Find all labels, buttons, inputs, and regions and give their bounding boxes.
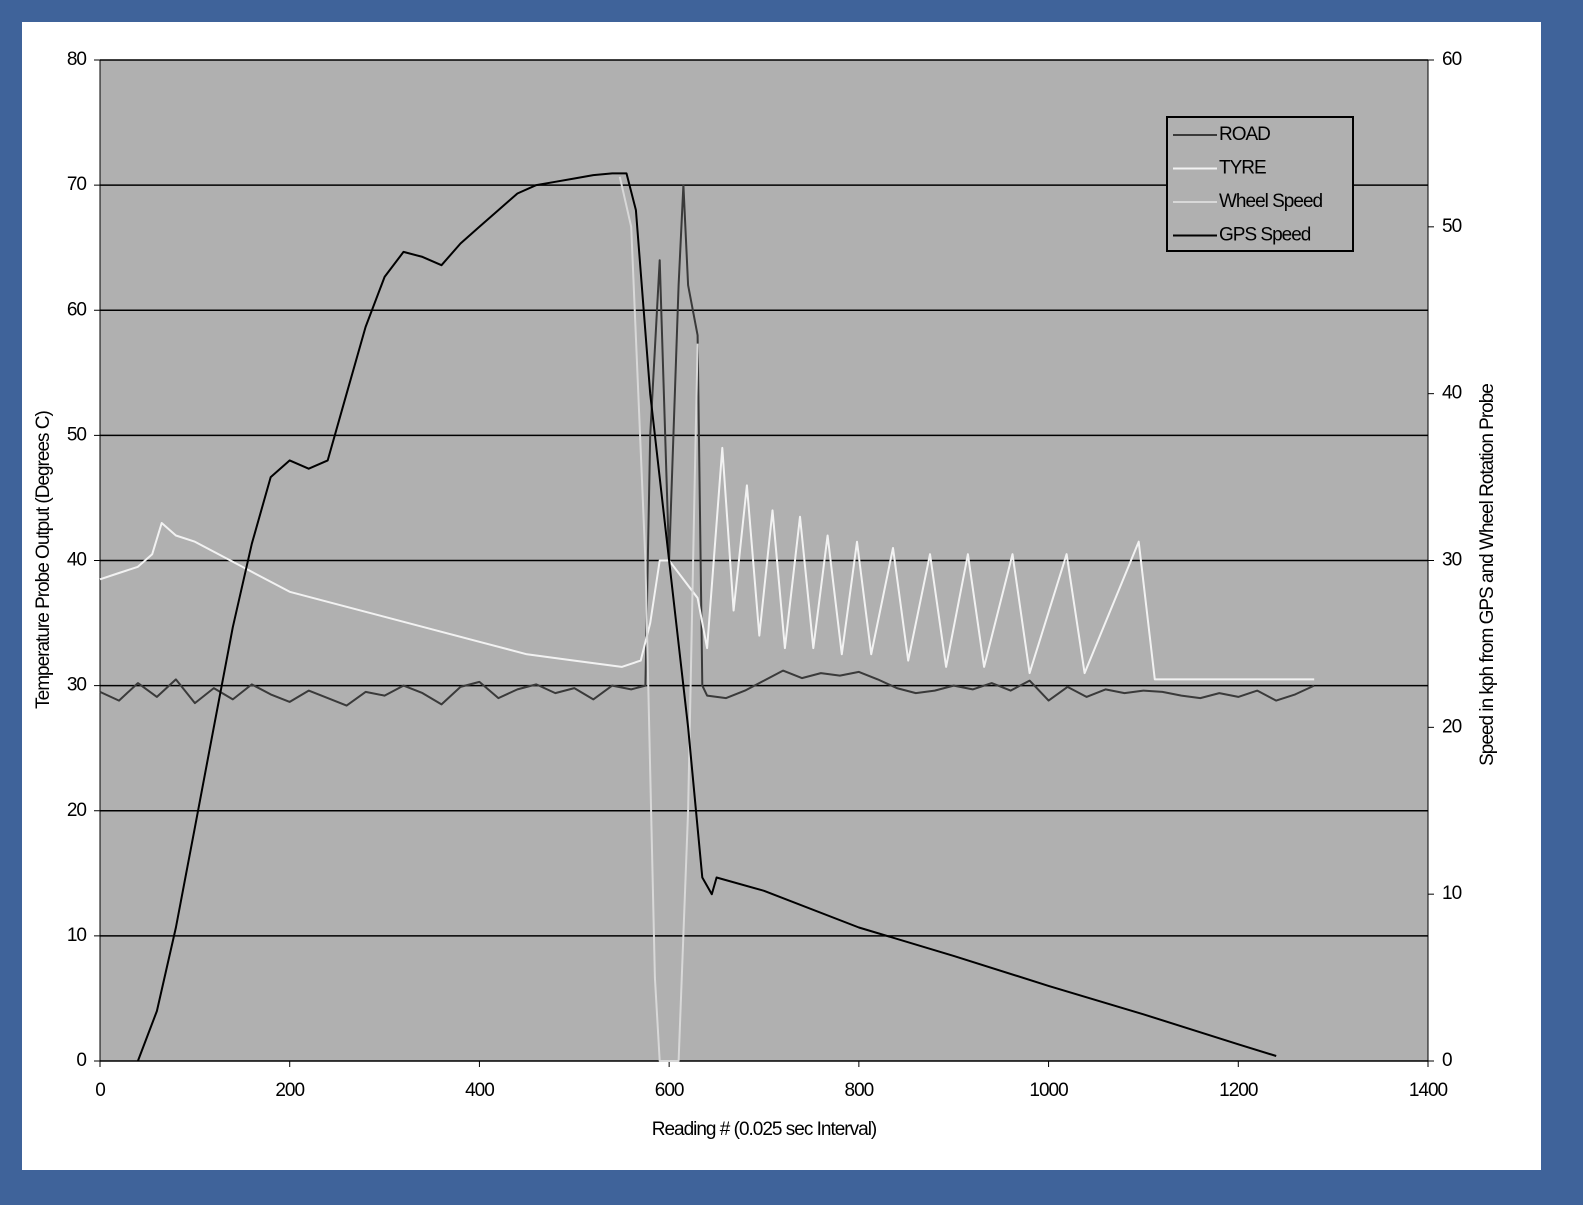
y2-tick-label: 40 [1442,383,1462,404]
legend-box [1166,116,1354,252]
legend-label: GPS Speed [1219,225,1311,246]
y2-tick-label: 0 [1442,1050,1452,1071]
x-tick-label: 600 [655,1080,684,1101]
x-tick-label: 1200 [1219,1080,1258,1101]
y2-tick-label: 10 [1442,883,1462,904]
x-tick-label: 800 [845,1080,874,1101]
x-tick-label: 1400 [1409,1080,1448,1101]
y2-tick-label: 20 [1442,716,1462,737]
x-tick-label: 400 [465,1080,494,1101]
series-line [99,184,1315,707]
y-tick-label: 80 [67,49,87,70]
y-tick-label: 0 [76,1050,86,1071]
y-tick-label: 60 [67,299,87,320]
x-tick-label: 0 [95,1080,105,1101]
y2-axis-label: Speed in kph from GPS and Wheel Rotation… [1477,384,1498,766]
y2-tick-label: 60 [1442,49,1462,70]
y-tick-label: 10 [67,925,87,946]
legend-label: ROAD [1219,124,1270,145]
series-line [136,172,1277,1062]
y2-tick-label: 30 [1442,550,1462,571]
y-tick-label: 30 [67,675,87,696]
y2-tick-label: 50 [1442,216,1462,237]
y-tick-label: 40 [67,550,87,571]
x-axis-label: Reading # (0.025 sec Interval) [652,1119,877,1140]
y-tick-label: 70 [67,174,87,195]
y-axis-label: Temperature Probe Output (Degrees C) [33,410,54,708]
series-line [99,446,1315,681]
x-tick-label: 200 [275,1080,304,1101]
x-tick-label: 1000 [1029,1080,1068,1101]
legend-label: Wheel Speed [1219,191,1323,212]
legend-label: TYRE [1219,158,1266,179]
y-tick-label: 50 [67,424,87,445]
series-line [618,176,699,1062]
y-tick-label: 20 [67,800,87,821]
